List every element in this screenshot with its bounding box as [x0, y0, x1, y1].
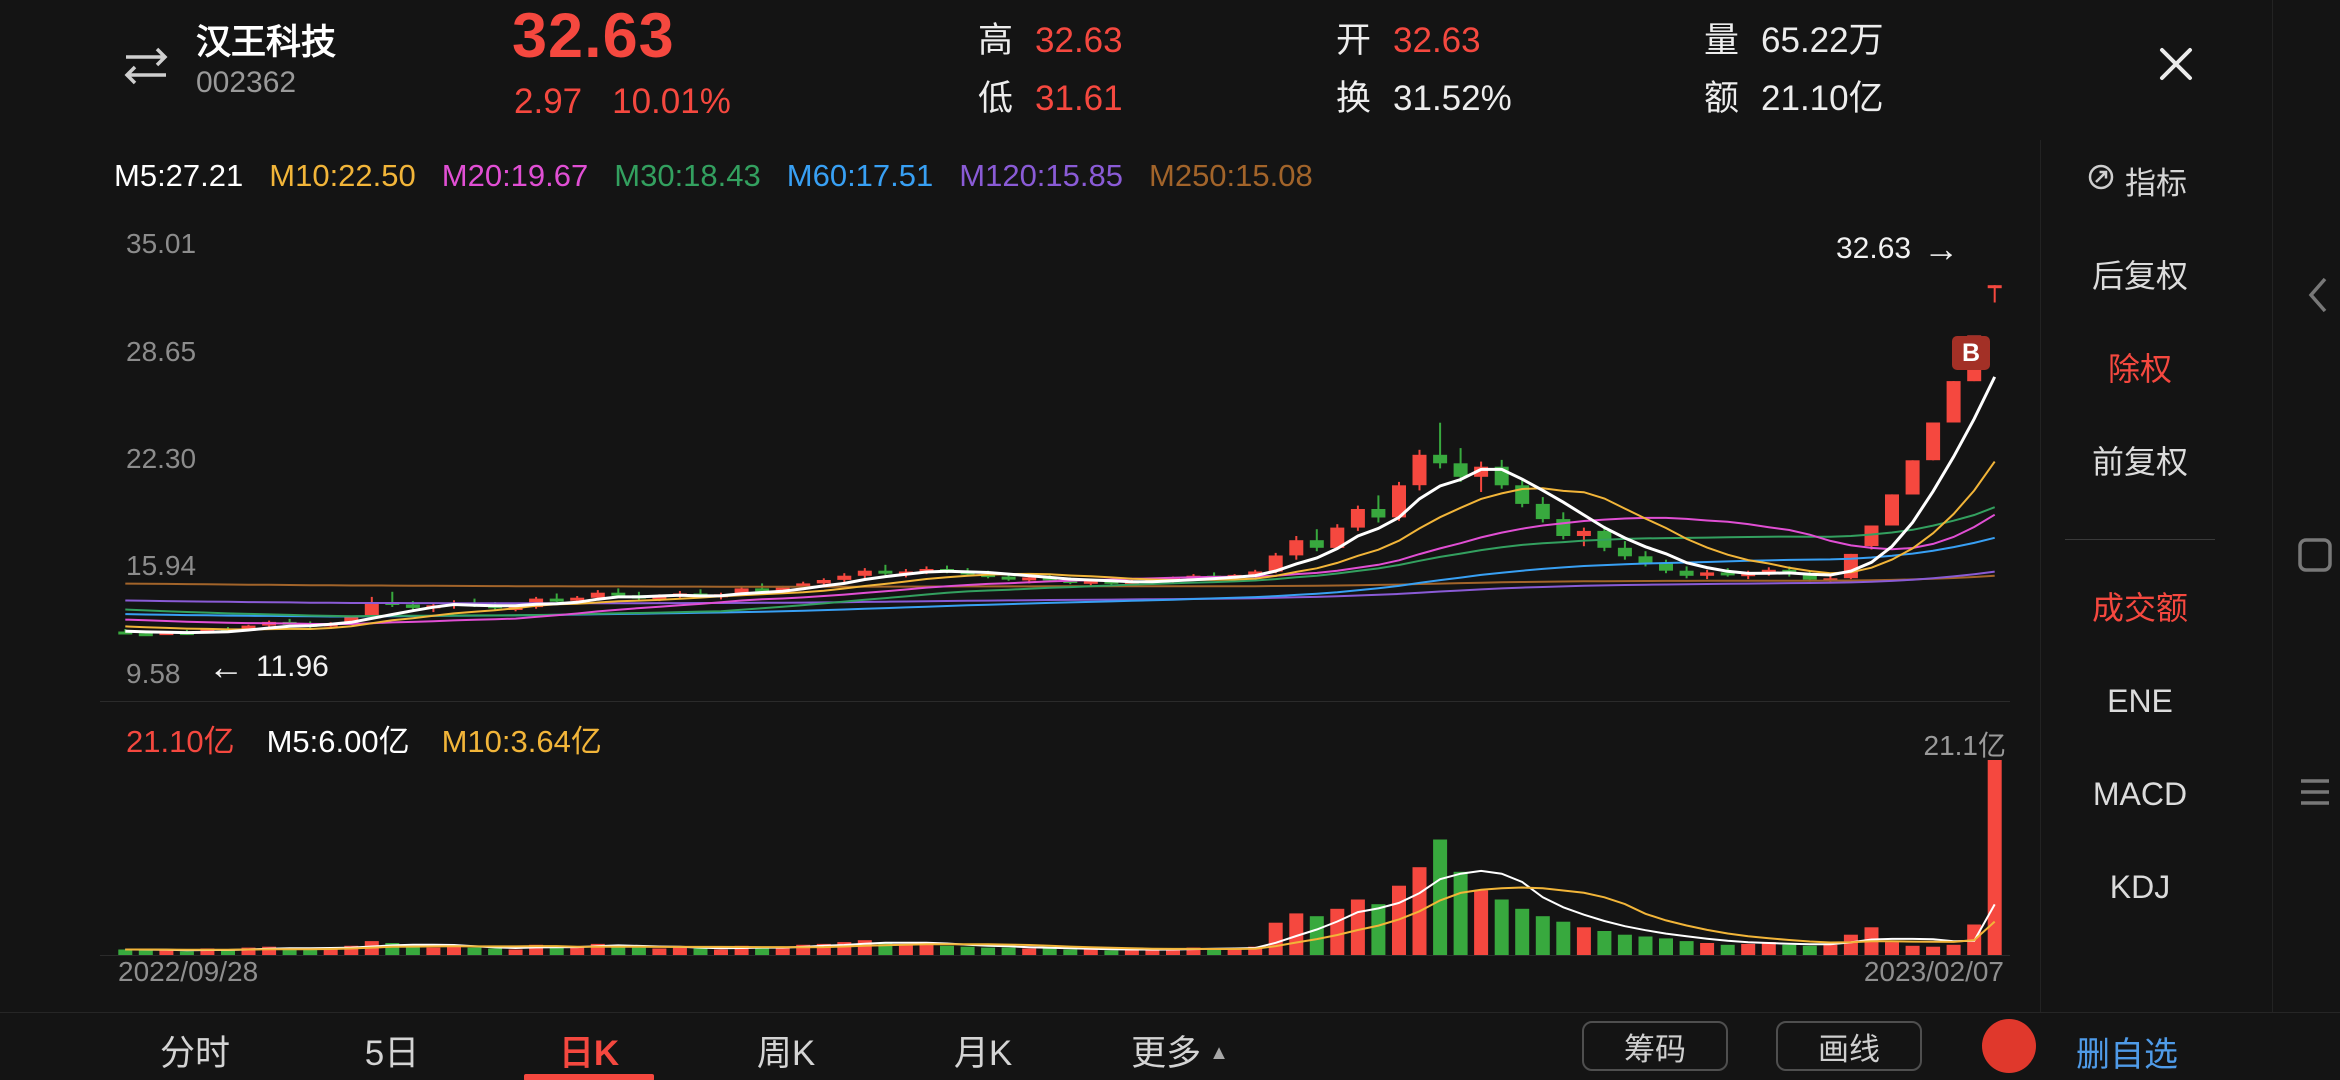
volume-axis-max: 21.1亿	[1923, 730, 2007, 761]
stock-name: 汉王科技	[196, 23, 337, 62]
tab-label: 分时	[159, 1034, 230, 1073]
delete-watchlist-button[interactable]: 删自选	[2076, 1036, 2178, 1074]
tab-label: 周K	[756, 1034, 816, 1073]
stock-switch-icon[interactable]	[120, 44, 176, 88]
sidebar-item-后复权[interactable]: 后复权	[2091, 258, 2188, 294]
current-price: 32.63	[512, 1, 675, 71]
tab-周K[interactable]: 周K	[721, 1025, 851, 1080]
chips-button[interactable]: 筹码	[1582, 1021, 1728, 1071]
date-end: 2023/02/07	[1863, 956, 2004, 987]
tab-label: 更多	[1131, 1034, 1202, 1073]
ma-label-m250: M250:15.08	[1149, 158, 1313, 193]
menu-lines-icon[interactable]	[2296, 776, 2334, 813]
sidebar-divider	[2065, 539, 2215, 540]
tab-label: 5日	[364, 1034, 420, 1073]
tab-月K[interactable]: 月K	[918, 1025, 1048, 1080]
indicator-compass-icon	[2086, 162, 2116, 200]
ma-label-m20: M20:19.67	[441, 158, 589, 193]
drawline-button[interactable]: 画线	[1776, 1021, 1922, 1071]
sysnav-divider	[2272, 0, 2273, 1080]
collapse-chevron-icon[interactable]	[2306, 274, 2330, 321]
high-label: 高	[978, 21, 1014, 60]
open-label: 开	[1336, 21, 1372, 60]
indicator-button[interactable]: 指标	[2086, 158, 2187, 203]
price-change-row: 2.97 10.01%	[514, 82, 731, 122]
indicator-sidebar: 后复权除权前复权成交额 ENE MACD KDJ	[2052, 254, 2228, 958]
sidebar-item-成交额[interactable]: 成交额	[2091, 590, 2188, 626]
ma-indicator-row: M5:27.21 M10:22.50 M20:19.67 M30:18.43 M60:1…	[114, 158, 1313, 194]
volume-indicator-row: 21.10亿 M5:6.00亿 M10:3.64亿	[126, 716, 602, 761]
sidebar-item-MACD[interactable]: MACD	[2092, 776, 2188, 812]
volume-label-2: M10:3.64亿	[441, 724, 602, 759]
volume-label: 量	[1704, 21, 1740, 60]
low-price-annotation: ← 11.96	[208, 646, 329, 688]
recent-apps-icon[interactable]	[2296, 536, 2334, 579]
indicator-label: 指标	[2125, 166, 2187, 201]
last-price-annotation: 32.63 →	[1836, 228, 1959, 270]
price-axis-label: 35.01	[126, 228, 197, 259]
low-label: 低	[978, 79, 1014, 118]
volume-value: 65.22万	[1761, 21, 1884, 60]
price-axis-label: 22.30	[126, 442, 197, 474]
volume-label-0: 21.10亿	[126, 724, 235, 759]
bottom-tab-bar: 分时 5日 日K 周K 月K 更多 ▲ 筹码 画线 删自选	[0, 1012, 2340, 1080]
close-icon[interactable]	[2148, 36, 2204, 92]
high-value: 32.63	[1035, 21, 1123, 60]
tab-日K[interactable]: 日K	[524, 1025, 654, 1080]
price-change: 2.97	[514, 82, 583, 121]
tab-5日[interactable]: 5日	[327, 1025, 457, 1080]
sidebar-item-KDJ[interactable]: KDJ	[2109, 869, 2171, 905]
sidebar-left-divider	[2040, 140, 2041, 1012]
open-value: 32.63	[1393, 21, 1481, 60]
amount-label: 额	[1704, 79, 1740, 118]
active-tab-underline	[524, 1074, 654, 1080]
low-price-text: 11.96	[256, 650, 329, 683]
ma-label-m60: M60:17.51	[786, 158, 934, 193]
sidebar-item-前复权[interactable]: 前复权	[2091, 444, 2188, 480]
sidebar-item-ENE[interactable]: ENE	[2107, 683, 2173, 719]
arrow-left-icon: ←	[208, 646, 244, 687]
more-caret-icon: ▲	[1209, 1042, 1229, 1064]
arrow-right-icon: →	[1923, 228, 1960, 269]
ma-label-m120: M120:15.85	[959, 158, 1123, 193]
last-price-text: 32.63	[1836, 232, 1912, 265]
price-axis-label: 9.58	[126, 658, 181, 689]
price-axis-label: 28.65	[126, 335, 197, 367]
tab-更多[interactable]: 更多 ▲	[1115, 1025, 1245, 1080]
header: 汉王科技 002362 32.63 2.97 10.01% 高 32.63 低 31…	[0, 0, 2340, 136]
turnover-value: 31.52%	[1393, 79, 1512, 118]
stock-code: 002362	[196, 66, 297, 99]
volume-label-1: M5:6.00亿	[266, 724, 410, 759]
red-dot-icon[interactable]	[1982, 1019, 2036, 1073]
sidebar-item-除权[interactable]: 除权	[2107, 351, 2172, 387]
date-start: 2022/09/28	[118, 956, 259, 987]
ma-label-m30: M30:18.43	[614, 158, 761, 193]
ma-label-m5: M5:27.21	[114, 158, 244, 193]
amount-value: 21.10亿	[1761, 79, 1884, 118]
tab-label: 月K	[953, 1034, 1013, 1073]
low-value: 31.61	[1035, 79, 1123, 118]
turnover-label: 换	[1336, 79, 1372, 118]
price-change-pct: 10.01%	[612, 82, 731, 121]
tab-分时[interactable]: 分时	[130, 1025, 260, 1080]
tab-label: 日K	[558, 1034, 620, 1073]
ma-label-m10: M10:22.50	[269, 158, 416, 193]
price-axis-label: 15.94	[126, 550, 197, 582]
buy-marker: B	[1952, 336, 1990, 370]
